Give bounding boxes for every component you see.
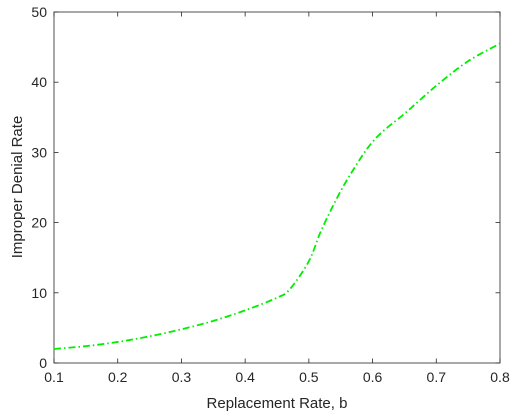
x-tick-label: 0.4	[235, 369, 255, 385]
x-tick-label: 0.1	[44, 369, 64, 385]
x-tick-label: 0.6	[363, 369, 383, 385]
y-tick-label: 10	[31, 285, 47, 301]
x-tick-label: 0.7	[427, 369, 447, 385]
y-tick-label: 50	[31, 4, 47, 20]
y-tick-label: 30	[31, 144, 47, 160]
x-tick-label: 0.3	[172, 369, 192, 385]
y-tick-label: 40	[31, 74, 47, 90]
x-tick-label: 0.2	[108, 369, 128, 385]
series-layer	[53, 42, 501, 350]
x-axis: 0.1 0.2 0.3 0.4 0.5 0.6 0.7 0.8	[44, 12, 510, 385]
y-tick-label: 0	[39, 355, 47, 371]
y-axis-label: Improper Denial Rate	[9, 116, 26, 259]
y-axis: 0 10 20 30 40 50	[31, 4, 500, 371]
series-line	[53, 42, 501, 350]
x-tick-label: 0.8	[490, 369, 510, 385]
x-tick-label: 0.5	[299, 369, 319, 385]
x-axis-label: Replacement Rate, b	[207, 395, 348, 412]
plot-area	[53, 11, 501, 364]
y-tick-label: 20	[31, 215, 47, 231]
